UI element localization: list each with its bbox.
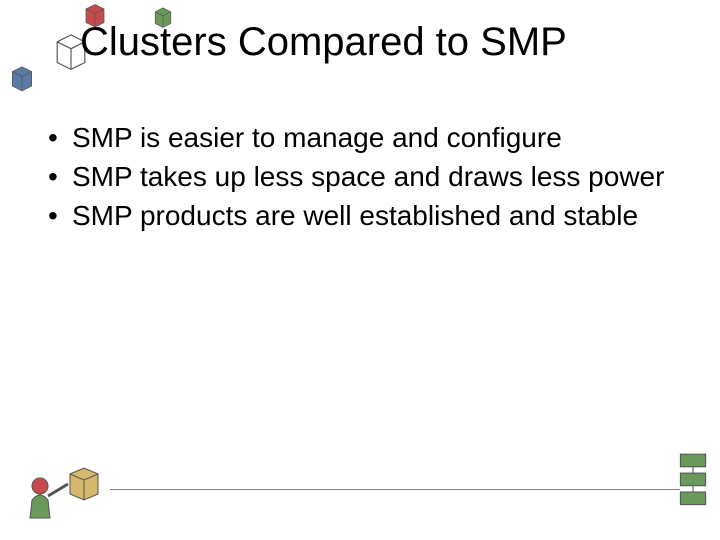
bullet-item: SMP is easier to manage and configure [40,120,680,155]
footer-art-left-icon [10,456,120,526]
bullet-list: SMP is easier to manage and configure SM… [40,120,680,237]
slide: Clusters Compared to SMP SMP is easier t… [0,0,720,540]
footer-divider [110,489,680,490]
bullet-item: SMP takes up less space and draws less p… [40,159,680,194]
footer-art-right-icon [672,450,714,510]
bullet-item: SMP products are well established and st… [40,198,680,233]
decor-cube-icon [6,62,38,94]
slide-title: Clusters Compared to SMP [80,20,680,65]
